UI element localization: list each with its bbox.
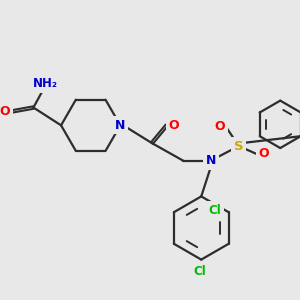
Text: N: N	[206, 154, 216, 167]
Text: S: S	[234, 140, 244, 153]
Text: O: O	[168, 119, 179, 132]
Text: O: O	[258, 147, 269, 161]
Text: N: N	[115, 119, 125, 132]
Text: O: O	[215, 120, 225, 133]
Text: O: O	[0, 105, 10, 118]
Text: NH₂: NH₂	[33, 77, 58, 90]
Text: Cl: Cl	[193, 265, 206, 278]
Text: Cl: Cl	[208, 204, 221, 217]
